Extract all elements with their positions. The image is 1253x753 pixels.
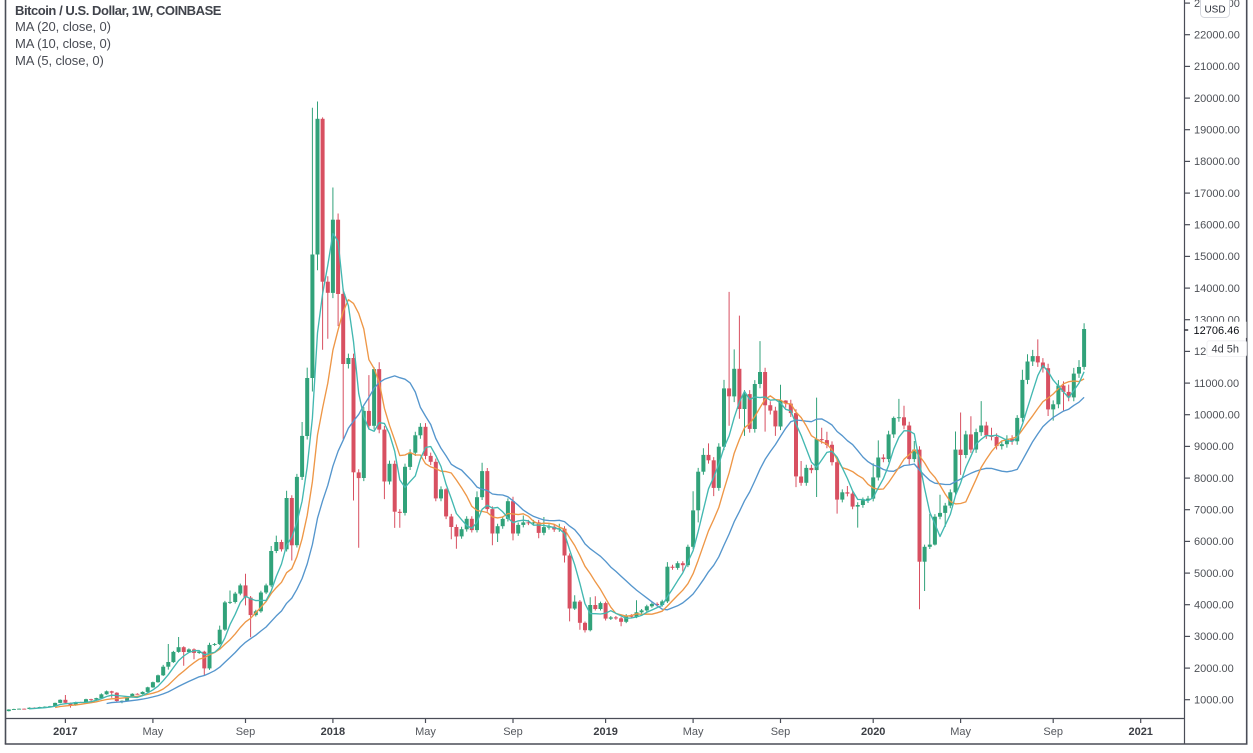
svg-text:USD: USD: [1204, 5, 1225, 16]
svg-text:May: May: [950, 726, 971, 738]
svg-text:1000.00: 1000.00: [1194, 695, 1234, 707]
svg-text:10000.00: 10000.00: [1194, 410, 1240, 422]
svg-text:3000.00: 3000.00: [1194, 631, 1234, 643]
svg-text:MA (10, close, 0): MA (10, close, 0): [15, 36, 111, 51]
svg-text:18000.00: 18000.00: [1194, 156, 1240, 168]
svg-text:5000.00: 5000.00: [1194, 568, 1234, 580]
svg-text:Sep: Sep: [1043, 726, 1063, 738]
svg-text:Sep: Sep: [236, 726, 256, 738]
svg-text:2021: 2021: [1128, 726, 1152, 738]
svg-text:21000.00: 21000.00: [1194, 61, 1240, 73]
svg-text:Sep: Sep: [771, 726, 791, 738]
svg-text:MA (5, close, 0): MA (5, close, 0): [15, 53, 104, 68]
svg-text:4000.00: 4000.00: [1194, 600, 1234, 612]
svg-text:12706.46: 12706.46: [1194, 325, 1240, 337]
svg-text:Sep: Sep: [503, 726, 523, 738]
svg-text:2020: 2020: [861, 726, 885, 738]
svg-text:11000.00: 11000.00: [1194, 378, 1239, 390]
svg-text:2000.00: 2000.00: [1194, 663, 1234, 675]
svg-text:17000.00: 17000.00: [1194, 188, 1240, 200]
svg-text:MA (20, close, 0): MA (20, close, 0): [15, 19, 111, 34]
svg-text:14000.00: 14000.00: [1194, 283, 1240, 295]
svg-text:May: May: [143, 726, 164, 738]
svg-text:22000.00: 22000.00: [1194, 30, 1240, 42]
svg-text:20000.00: 20000.00: [1194, 93, 1240, 105]
svg-text:6000.00: 6000.00: [1194, 536, 1234, 548]
svg-text:May: May: [415, 726, 436, 738]
svg-text:8000.00: 8000.00: [1194, 473, 1234, 485]
svg-text:May: May: [683, 726, 704, 738]
svg-text:19000.00: 19000.00: [1194, 125, 1240, 137]
svg-text:2017: 2017: [53, 726, 77, 738]
svg-text:4d 5h: 4d 5h: [1212, 343, 1240, 355]
svg-text:2018: 2018: [321, 726, 345, 738]
svg-text:15000.00: 15000.00: [1194, 251, 1240, 263]
svg-text:16000.00: 16000.00: [1194, 220, 1240, 232]
svg-text:7000.00: 7000.00: [1194, 505, 1234, 517]
svg-text:2019: 2019: [593, 726, 617, 738]
svg-text:Bitcoin / U.S. Dollar, 1W, COI: Bitcoin / U.S. Dollar, 1W, COINBASE: [15, 3, 222, 18]
svg-text:9000.00: 9000.00: [1194, 441, 1234, 453]
